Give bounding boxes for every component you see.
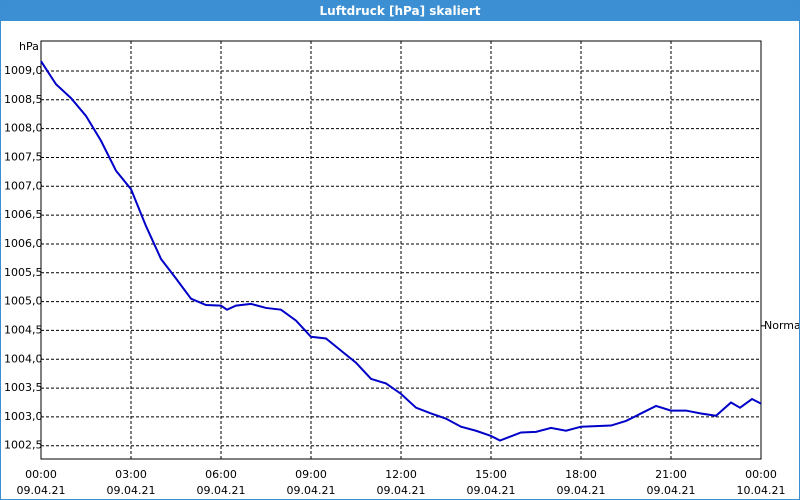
x-tick-label: 12:00 [385, 468, 417, 481]
reference-label: Normal [764, 319, 799, 332]
x-tick-label: 03:00 [115, 468, 147, 481]
line-series [40, 60, 762, 442]
x-tick-label: 09.04.21 [557, 484, 606, 497]
x-tick-label: 09.04.21 [107, 484, 156, 497]
y-tick-label: 1006,5 [4, 208, 43, 221]
y-tick-label: 1004,0 [4, 352, 43, 365]
y-tick-label: 1004,5 [4, 323, 43, 336]
y-tick-label: 1009,0 [4, 64, 43, 77]
x-tick-label: 09.04.21 [647, 484, 696, 497]
y-tick-label: 1005,0 [4, 295, 43, 308]
y-tick-label: 1003,0 [4, 410, 43, 423]
plot-frame [40, 40, 762, 460]
x-tick-label: 21:00 [655, 468, 687, 481]
y-unit: hPa [19, 40, 39, 53]
y-tick-label: 1007,5 [4, 150, 43, 163]
y-tick-label: 1006,0 [4, 237, 43, 250]
x-tick-label: 15:00 [475, 468, 507, 481]
y-tick-label: 1002,5 [4, 439, 43, 452]
y-tick-label: 1008,5 [4, 93, 43, 106]
y-tick-label: 1003,5 [4, 381, 43, 394]
y-tick-label: 1007,0 [4, 179, 43, 192]
x-tick-label: 09:00 [295, 468, 327, 481]
x-tick-label: 09.04.21 [197, 484, 246, 497]
x-tick-label: 09.04.21 [17, 484, 66, 497]
y-tick-label: 1008,0 [4, 122, 43, 135]
chart-title: Luftdruck [hPa] skaliert [1, 1, 799, 21]
x-tick-label: 00:00 [25, 468, 57, 481]
x-tick-label: 09.04.21 [467, 484, 516, 497]
x-tick-label: 10.04.21 [737, 484, 786, 497]
x-tick-label: 18:00 [565, 468, 597, 481]
x-tick-label: 09.04.21 [287, 484, 336, 497]
chart: hPa 1002,5 1003,0 1003,5 1004,0 1004,5 1005,0… [4, 40, 799, 497]
x-tick-label: 09.04.21 [377, 484, 426, 497]
x-tick-label: 00:00 [745, 468, 777, 481]
x-tick-label: 06:00 [205, 468, 237, 481]
y-tick-label: 1005,5 [4, 266, 43, 279]
